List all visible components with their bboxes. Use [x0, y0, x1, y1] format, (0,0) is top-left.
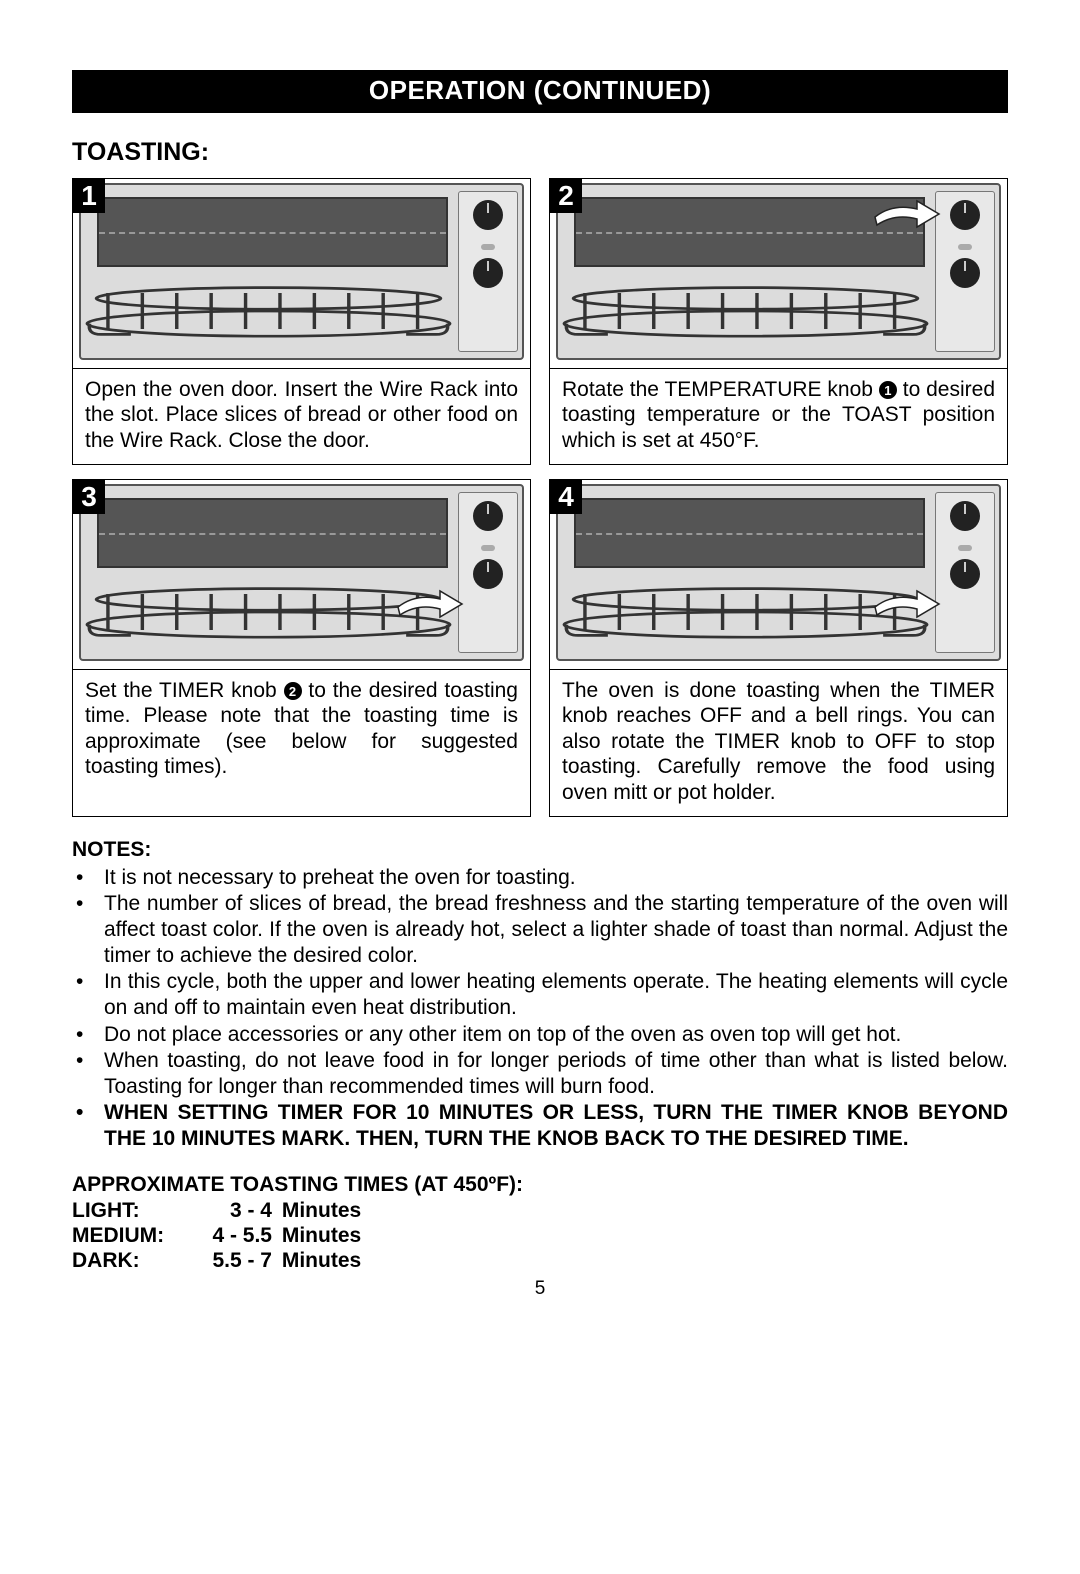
page-header-band: OPERATION (CONTINUED) [72, 70, 1008, 113]
step-card: 3 Set the TIMER knob 2 to the desired toa… [72, 479, 531, 817]
oven-illustration [79, 183, 524, 360]
step-card: 4 The oven is done toasting when the TIME… [549, 479, 1008, 817]
time-unit: Minutes [282, 1224, 361, 1247]
temperature-knob-icon [473, 200, 503, 230]
timer-knob-icon [473, 559, 503, 589]
oven-illustration [556, 484, 1001, 661]
step-number-badge: 3 [73, 480, 105, 514]
temperature-knob-icon [950, 501, 980, 531]
time-range: 3 - 4 [192, 1198, 272, 1223]
step-text: The oven is done toasting when the TIMER… [550, 670, 1007, 816]
steps-grid: 1 Open the oven door. Insert the Wire Rac… [72, 178, 1008, 817]
times-heading: APPROXIMATE TOASTING TIMES (AT 450ºF): [72, 1172, 1008, 1198]
time-shade-label: MEDIUM: [72, 1223, 192, 1248]
times-table: LIGHT:3 - 4 MinutesMEDIUM:4 - 5.5 Minute… [72, 1198, 1008, 1274]
step-number-badge: 1 [73, 179, 105, 213]
note-item: When toasting, do not leave food in for … [72, 1048, 1008, 1099]
timer-knob-icon [950, 258, 980, 288]
time-range: 4 - 5.5 [192, 1223, 272, 1248]
note-item: Do not place accessories or any other it… [72, 1022, 1008, 1048]
step-image: 4 [550, 480, 1007, 670]
knob-ref-icon: 2 [284, 682, 302, 700]
step-text: Rotate the TEMPERATURE knob 1 to desired… [550, 369, 1007, 464]
time-range: 5.5 - 7 [192, 1248, 272, 1273]
time-shade-label: LIGHT: [72, 1198, 192, 1223]
notes-list: It is not necessary to preheat the oven … [72, 865, 1008, 1152]
temperature-knob-icon [473, 501, 503, 531]
step-image: 1 [73, 179, 530, 369]
time-shade-label: DARK: [72, 1248, 192, 1273]
time-row: LIGHT:3 - 4 Minutes [72, 1198, 1008, 1223]
step-card: 2 Rotate the TEMPERATURE knob 1 to desire… [549, 178, 1008, 465]
note-item: In this cycle, both the upper and lower … [72, 969, 1008, 1020]
timer-knob-icon [950, 559, 980, 589]
page-number: 5 [72, 1277, 1008, 1301]
step-number-badge: 4 [550, 480, 582, 514]
step-image: 3 [73, 480, 530, 670]
time-unit: Minutes [282, 1249, 361, 1272]
notes-heading: NOTES: [72, 837, 1008, 863]
step-number-badge: 2 [550, 179, 582, 213]
oven-illustration [556, 183, 1001, 360]
toasting-heading: TOASTING: [72, 137, 1008, 168]
time-row: MEDIUM:4 - 5.5 Minutes [72, 1223, 1008, 1248]
note-item: It is not necessary to preheat the oven … [72, 865, 1008, 891]
temperature-knob-icon [950, 200, 980, 230]
step-text: Open the oven door. Insert the Wire Rack… [73, 369, 530, 464]
timer-knob-icon [473, 258, 503, 288]
step-card: 1 Open the oven door. Insert the Wire Rac… [72, 178, 531, 465]
step-text: Set the TIMER knob 2 to the desired toas… [73, 670, 530, 790]
knob-ref-icon: 1 [879, 381, 897, 399]
note-item: The number of slices of bread, the bread… [72, 891, 1008, 968]
time-unit: Minutes [282, 1199, 361, 1222]
step-image: 2 [550, 179, 1007, 369]
note-item: WHEN SETTING TIMER FOR 10 MINUTES OR LES… [72, 1100, 1008, 1151]
time-row: DARK:5.5 - 7 Minutes [72, 1248, 1008, 1273]
oven-illustration [79, 484, 524, 661]
